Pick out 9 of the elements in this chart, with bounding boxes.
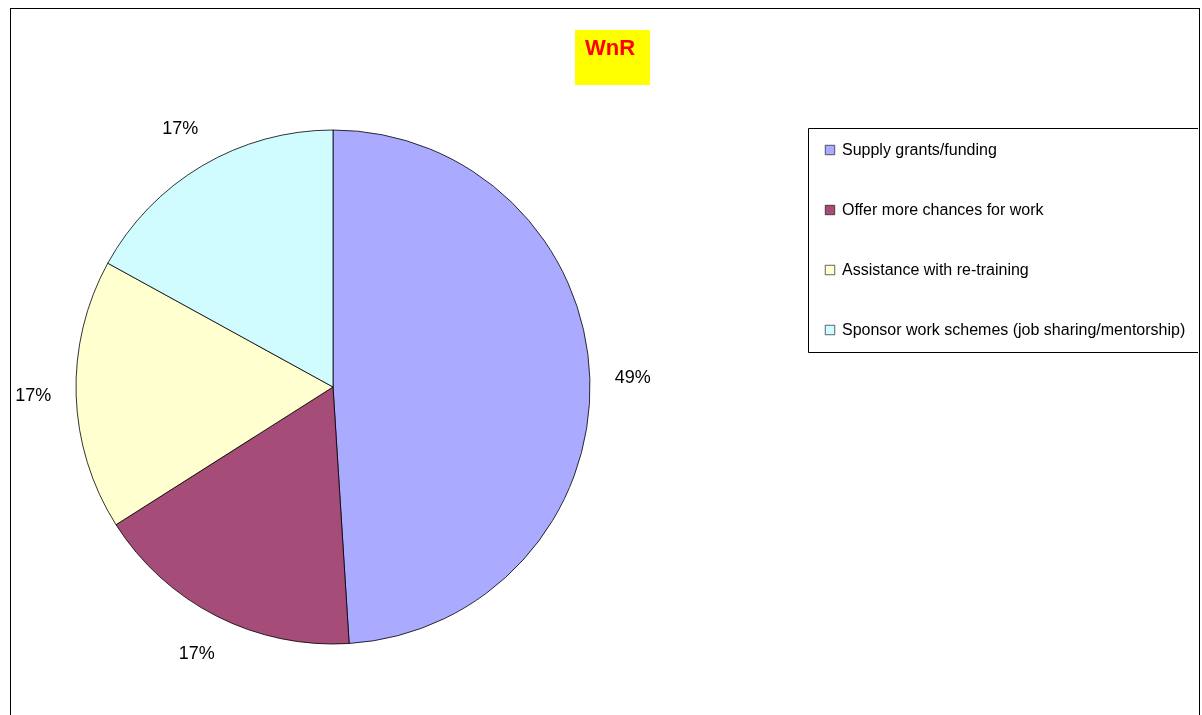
data-label: 17%: [178, 643, 215, 664]
data-label: 49%: [614, 366, 651, 387]
legend-label: Assistance with re-training: [842, 261, 1029, 278]
legend-label: Supply grants/funding: [842, 141, 997, 158]
chart-title: WnR: [585, 35, 636, 60]
legend-label: Offer more chances for work: [842, 201, 1045, 218]
data-label: 17%: [162, 117, 199, 138]
legend-label: Sponsor work schemes (job sharing/mentorship): [842, 321, 1186, 338]
data-label: 17%: [15, 385, 52, 406]
